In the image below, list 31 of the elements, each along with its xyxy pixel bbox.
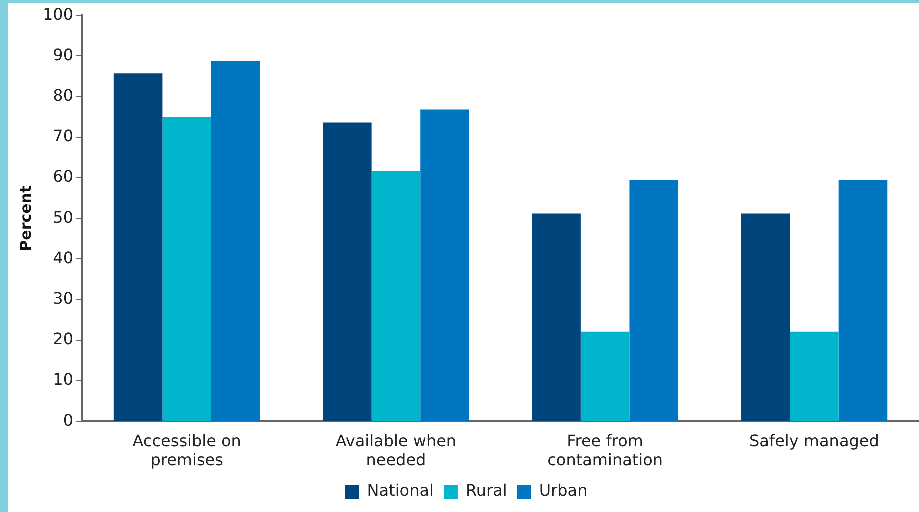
bar [630, 180, 679, 422]
bar [532, 214, 581, 422]
y-tick-label: 70 [53, 126, 74, 146]
y-tick-label: 20 [53, 330, 74, 349]
bar [580, 332, 630, 422]
x-tick-label: Safely managed [749, 431, 880, 450]
y-tick-label: 50 [53, 208, 74, 227]
y-tick-label: 60 [53, 167, 74, 186]
bar [838, 180, 888, 422]
bar [420, 110, 470, 422]
y-tick-label: 80 [53, 86, 74, 105]
bar [323, 122, 372, 422]
y-axis-title: Percent [16, 186, 35, 252]
legend-label: Rural [466, 481, 508, 500]
bar [114, 74, 163, 422]
y-tick-label: 40 [53, 248, 74, 268]
y-tick-label: 90 [53, 45, 74, 64]
x-tick-label: Available when needed [336, 431, 457, 470]
y-tick-label: 100 [42, 4, 74, 24]
bar [162, 118, 212, 422]
y-tick-label: 0 [63, 410, 74, 430]
legend-label: National [367, 481, 434, 500]
y-tick-label: 30 [53, 288, 74, 308]
bar [741, 214, 790, 422]
legend-label: Urban [539, 481, 588, 500]
bar [211, 61, 260, 422]
x-tick-label: Accessible on premises [132, 431, 242, 470]
bar [790, 332, 839, 422]
x-tick-label: Free from contamination [548, 431, 664, 470]
bar [372, 172, 421, 422]
y-tick-label: 10 [53, 370, 74, 390]
